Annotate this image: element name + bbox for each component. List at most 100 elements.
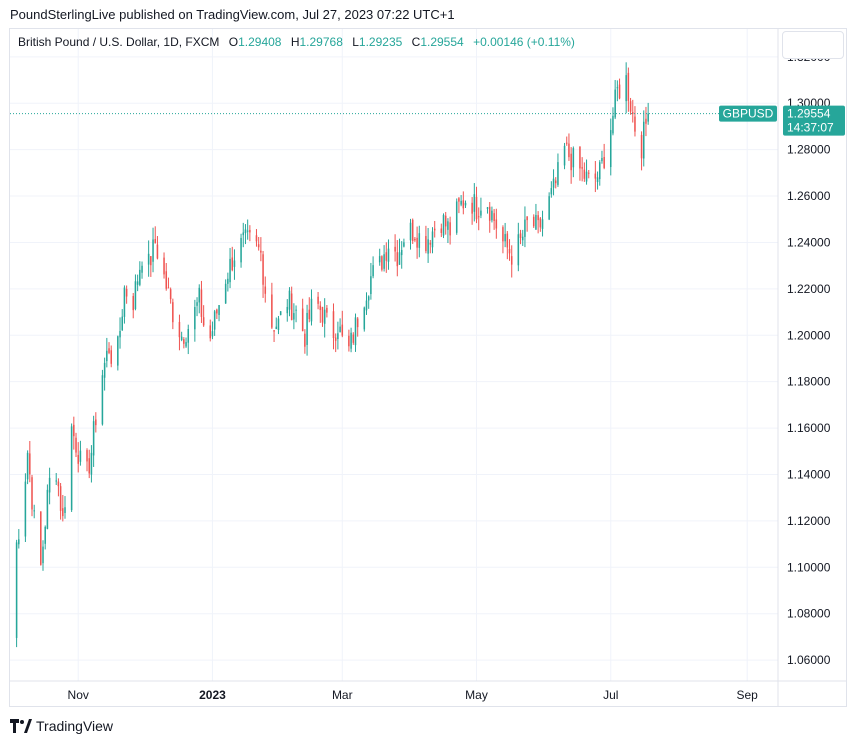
candle-body [216,309,218,314]
candle-body [326,307,328,313]
candle-body [587,172,590,174]
candle-body [579,146,581,169]
candle-body [356,318,359,328]
y-tick-label: 1.06000 [787,653,831,667]
candle-body [458,198,460,202]
candle-body [18,539,20,545]
candle-body [440,228,443,233]
candle-body [279,311,282,316]
candle-body [185,342,187,347]
y-tick-label: 1.10000 [787,560,831,574]
candle-body [370,276,372,295]
candle-body [46,489,49,529]
candle-body [334,337,337,341]
x-tick-label: Jul [603,688,618,702]
candle-body [583,169,586,179]
candle-body [427,239,429,254]
price-scale-button[interactable] [782,31,844,59]
candle-body [409,222,412,241]
candle-body [200,289,203,317]
candle-body [565,142,568,144]
candle-body [367,296,370,301]
candle-body [70,426,73,511]
candle-body [301,308,304,332]
candle-body [616,87,619,89]
candle-body [211,331,214,337]
candle-body [598,162,601,180]
candle-body [319,305,322,311]
candle-body [418,233,421,248]
x-tick-label: 2023 [199,688,226,702]
candle-body [647,113,649,122]
symbol-tag-label: GBPUSD [723,107,774,121]
candle-body [614,89,616,118]
candle-body [519,233,522,238]
candle-body [425,236,427,252]
candle-body [134,281,137,309]
candle-body [125,288,128,297]
candle-body [33,510,35,512]
price-tag [783,105,845,136]
candle-body [64,507,66,514]
candle-body [411,219,414,241]
candle-body [110,350,112,364]
candle-body [449,222,451,236]
candle-body [339,326,341,332]
candle-body [57,481,60,487]
candle-body [535,214,537,230]
candle-body [275,326,278,330]
legend-open-value: 1.29408 [238,35,282,49]
candle-body [348,335,350,347]
candle-body [354,317,357,346]
candle-body [378,256,381,263]
candle-body [645,118,647,124]
candle-body [572,148,575,168]
legend-close-value: 1.29554 [420,35,464,49]
candle-body [165,271,168,289]
candle-body [477,216,480,218]
tradingview-brand[interactable]: TradingView [10,718,113,734]
candle-body [460,200,462,205]
candle-body [642,121,645,159]
candle-body [506,233,509,248]
candle-body [246,230,249,232]
candle-body [550,188,553,195]
candle-body [640,134,643,159]
tradingview-brand-label: TradingView [36,718,114,734]
candle-body [169,289,172,300]
candle-body [172,302,174,323]
candle-body [304,333,306,347]
candle-body [385,252,388,261]
candle-body [473,194,476,212]
candle-body [350,332,352,349]
x-tick-label: May [465,688,488,702]
candle-body [198,287,201,303]
candle-body [609,130,612,168]
candle-body [442,215,445,236]
candle-body [396,252,399,267]
y-tick-label: 1.16000 [787,421,831,435]
legend-open-label: O [228,35,239,49]
candle-body [510,256,513,265]
candle-body [394,246,396,252]
candle-body [77,454,79,464]
y-tick-label: 1.28000 [787,143,831,157]
tradingview-logo-icon [10,719,32,733]
legend-low-label: L [352,35,359,49]
candle-body [581,167,583,169]
candle-body [585,171,588,182]
candle-body [286,306,289,314]
candle-body [363,307,366,330]
candle-body [79,450,82,462]
candle-body [42,546,44,564]
candle-body [293,313,295,320]
candle-body [517,234,520,266]
candle-body [271,294,273,328]
candle-body [183,339,185,344]
candle-body [262,254,264,285]
candle-body [59,486,62,511]
candle-body [240,237,242,263]
candle-body [180,336,183,341]
candle-body [15,542,18,638]
